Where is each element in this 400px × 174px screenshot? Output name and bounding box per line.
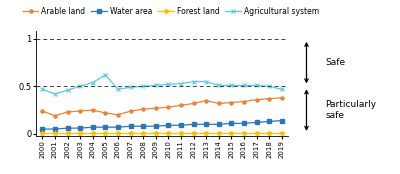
Arable land xyxy=(178,104,183,106)
Agricultural system xyxy=(103,74,108,76)
Line: Forest land: Forest land xyxy=(40,130,284,135)
Forest land xyxy=(229,132,234,134)
Agricultural system xyxy=(229,84,234,86)
Forest land xyxy=(178,132,183,134)
Agricultural system xyxy=(267,85,272,87)
Water area xyxy=(128,125,133,127)
Forest land xyxy=(116,132,120,134)
Water area xyxy=(204,123,208,125)
Forest land xyxy=(254,132,259,134)
Forest land xyxy=(52,132,57,134)
Water area xyxy=(65,127,70,129)
Forest land xyxy=(216,132,221,134)
Forest land xyxy=(141,132,146,134)
Arable land xyxy=(65,111,70,113)
Forest land xyxy=(191,132,196,134)
Forest land xyxy=(65,132,70,134)
Forest land xyxy=(153,132,158,134)
Water area xyxy=(254,121,259,124)
Arable land xyxy=(141,108,146,110)
Arable land xyxy=(166,106,171,108)
Arable land xyxy=(229,101,234,104)
Water area xyxy=(229,122,234,124)
Forest land xyxy=(78,132,82,134)
Water area xyxy=(279,120,284,122)
Water area xyxy=(242,122,246,124)
Water area xyxy=(78,127,82,129)
Agricultural system xyxy=(78,85,82,87)
Legend: Arable land, Water area, Forest land, Agricultural system: Arable land, Water area, Forest land, Ag… xyxy=(20,4,322,19)
Water area xyxy=(116,126,120,128)
Agricultural system xyxy=(216,84,221,86)
Forest land xyxy=(128,132,133,134)
Water area xyxy=(90,126,95,128)
Agricultural system xyxy=(65,89,70,91)
Forest land xyxy=(166,132,171,134)
Water area xyxy=(141,125,146,127)
Forest land xyxy=(103,132,108,134)
Agricultural system xyxy=(254,84,259,86)
Agricultural system xyxy=(166,83,171,85)
Arable land xyxy=(103,112,108,114)
Arable land xyxy=(242,101,246,103)
Water area xyxy=(40,128,45,130)
Agricultural system xyxy=(242,84,246,86)
Water area xyxy=(178,124,183,126)
Line: Agricultural system: Agricultural system xyxy=(40,73,284,96)
Agricultural system xyxy=(40,88,45,90)
Arable land xyxy=(191,102,196,105)
Water area xyxy=(52,128,57,130)
Arable land xyxy=(78,110,82,112)
Arable land xyxy=(128,110,133,112)
Arable land xyxy=(40,110,45,112)
Text: Particularly
safe: Particularly safe xyxy=(325,100,376,120)
Line: Arable land: Arable land xyxy=(41,96,283,117)
Text: Safe: Safe xyxy=(325,58,345,67)
Water area xyxy=(216,123,221,125)
Forest land xyxy=(279,132,284,134)
Forest land xyxy=(242,132,246,134)
Agricultural system xyxy=(279,88,284,90)
Agricultural system xyxy=(116,88,120,90)
Line: Water area: Water area xyxy=(41,119,283,131)
Agricultural system xyxy=(52,93,57,95)
Water area xyxy=(103,126,108,128)
Arable land xyxy=(90,109,95,111)
Arable land xyxy=(153,107,158,109)
Agricultural system xyxy=(153,84,158,86)
Arable land xyxy=(52,115,57,117)
Arable land xyxy=(254,99,259,101)
Arable land xyxy=(216,102,221,105)
Forest land xyxy=(267,132,272,134)
Arable land xyxy=(204,100,208,102)
Arable land xyxy=(116,114,120,116)
Arable land xyxy=(267,98,272,100)
Water area xyxy=(153,125,158,127)
Forest land xyxy=(204,132,208,134)
Agricultural system xyxy=(141,85,146,87)
Agricultural system xyxy=(90,82,95,84)
Water area xyxy=(166,124,171,126)
Water area xyxy=(267,120,272,122)
Agricultural system xyxy=(128,86,133,88)
Water area xyxy=(191,123,196,125)
Forest land xyxy=(90,132,95,134)
Agricultural system xyxy=(178,82,183,85)
Forest land xyxy=(40,132,45,134)
Arable land xyxy=(279,97,284,99)
Agricultural system xyxy=(204,81,208,83)
Agricultural system xyxy=(191,81,196,83)
